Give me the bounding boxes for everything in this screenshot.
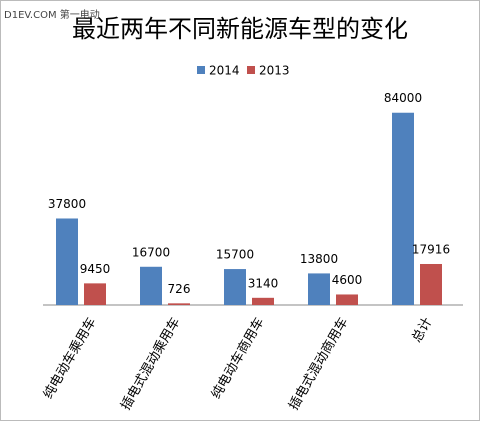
legend-swatch [247,66,255,74]
data-label: 9450 [80,262,111,276]
bar [140,266,162,305]
data-label: 3140 [248,276,279,290]
data-label: 17916 [412,242,450,256]
bar [168,303,190,305]
bar [392,112,414,305]
data-label: 84000 [384,91,422,105]
bar [56,218,78,305]
data-label: 16700 [132,245,170,259]
bar [224,269,246,305]
data-label: 4600 [332,273,363,287]
legend-swatch [197,66,205,74]
watermark: D1EV.COM 第一电动 [4,8,100,21]
bar [308,273,330,305]
legend-label: 2013 [259,64,290,78]
data-label: 37800 [48,197,86,211]
bar [336,294,358,305]
bar [84,283,106,305]
data-label: 15700 [216,248,254,262]
data-label: 726 [168,282,191,296]
bar [420,263,442,305]
bar [252,297,274,305]
chart-title: 最近两年不同新能源车型的变化 [72,15,408,43]
data-label: 13800 [300,252,338,266]
legend-label: 2014 [209,64,240,78]
